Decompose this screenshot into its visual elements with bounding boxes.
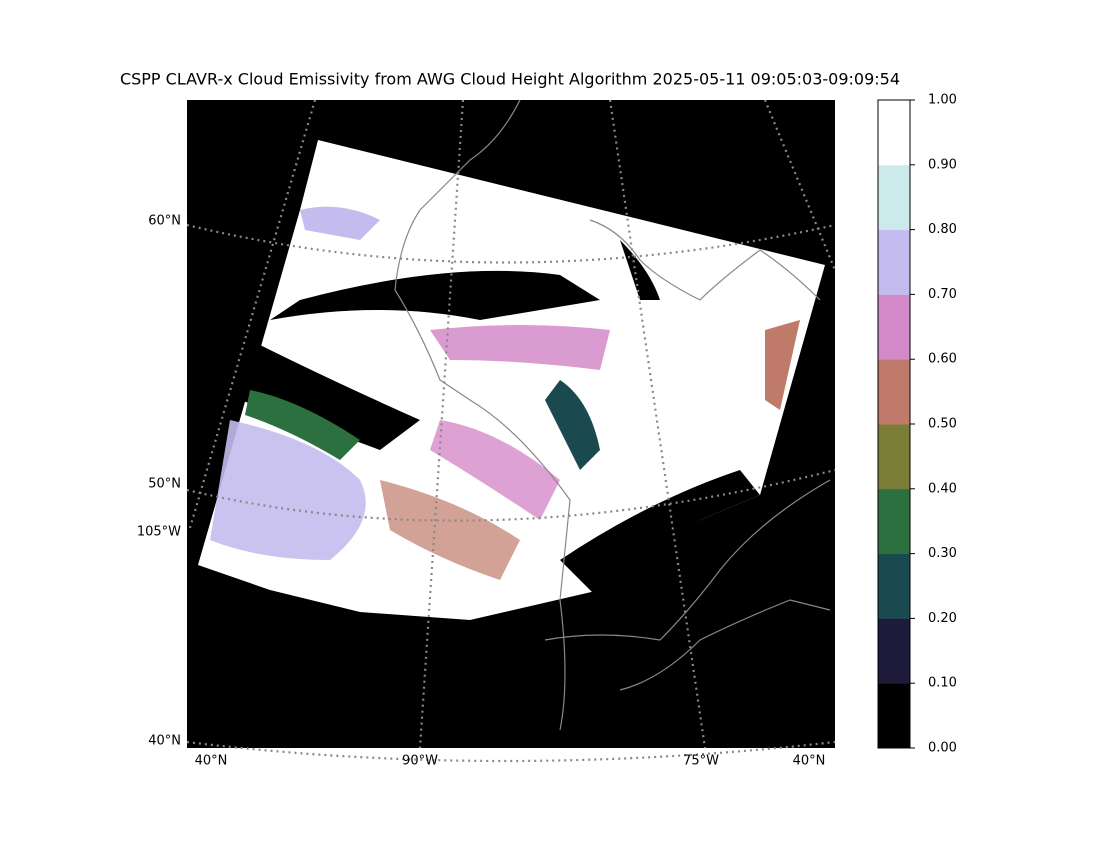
cloud-patch bbox=[430, 420, 560, 520]
bottom-label: 40°N bbox=[793, 754, 826, 769]
colorbar-segment bbox=[878, 294, 910, 360]
colorbar-segment bbox=[878, 229, 910, 295]
map-labels: 60°N 50°N 105°W 40°N 40°N 90°W 75°W 40°N bbox=[137, 214, 826, 769]
left-label: 50°N bbox=[148, 477, 181, 492]
colorbar-tick-label: 0.80 bbox=[928, 222, 957, 237]
bottom-label: 90°W bbox=[402, 754, 438, 769]
clear-area bbox=[270, 270, 600, 320]
graticule bbox=[763, 99, 837, 271]
graticule bbox=[188, 99, 317, 529]
clear-area bbox=[560, 470, 760, 600]
clear-area bbox=[620, 240, 660, 300]
left-label: 60°N bbox=[148, 214, 181, 229]
colorbar-tick-label: 1.00 bbox=[928, 93, 957, 108]
left-label: 40°N bbox=[148, 734, 181, 749]
colorbar-tick-label: 0.90 bbox=[928, 157, 957, 172]
colorbar-segment bbox=[878, 683, 910, 749]
graticule bbox=[186, 223, 836, 264]
map bbox=[186, 99, 837, 763]
colorbar-tick-label: 0.60 bbox=[928, 352, 957, 367]
colorbar-tick-label: 0.70 bbox=[928, 287, 957, 302]
colorbar-frame bbox=[877, 99, 911, 749]
colorbar-tick-label: 0.00 bbox=[928, 741, 957, 756]
colorbar-segment bbox=[878, 553, 910, 619]
colorbar-segment bbox=[878, 424, 910, 490]
left-label: 105°W bbox=[137, 525, 181, 540]
colorbar-segment bbox=[878, 488, 910, 555]
colorbar-segment bbox=[878, 618, 910, 684]
colorbar-segment bbox=[878, 359, 910, 425]
colorbar-tick-label: 0.50 bbox=[928, 417, 957, 432]
colorbar-tick-label: 0.40 bbox=[928, 481, 957, 496]
cloud-patch bbox=[300, 206, 380, 240]
cloud-patch bbox=[210, 420, 366, 560]
bottom-label: 40°N bbox=[195, 754, 228, 769]
colorbar-tick-label: 0.30 bbox=[928, 546, 957, 561]
graticule bbox=[186, 468, 836, 522]
colorbar: 0.00 0.10 0.20 0.30 0.40 0.50 0.60 0.70 0.80 0.90… bbox=[878, 93, 957, 756]
colorbar-segment bbox=[878, 164, 910, 231]
cloud-patch bbox=[430, 325, 610, 370]
clear-area bbox=[240, 340, 420, 450]
graticule bbox=[418, 99, 465, 749]
title: CSPP CLAVR-x Cloud Emissivity from AWG C… bbox=[120, 70, 900, 89]
bottom-label: 75°W bbox=[683, 754, 719, 769]
graticule bbox=[186, 740, 836, 763]
cloud-patch bbox=[765, 320, 800, 410]
cloud-patch bbox=[380, 480, 520, 580]
colorbar-tick-label: 0.20 bbox=[928, 611, 957, 626]
graticule bbox=[608, 99, 707, 749]
colorbar-tick-label: 0.10 bbox=[928, 676, 957, 691]
colorbar-segment bbox=[878, 100, 910, 166]
coastline bbox=[394, 99, 831, 731]
cloud-patch bbox=[545, 380, 600, 470]
cloud-patch bbox=[245, 390, 360, 460]
